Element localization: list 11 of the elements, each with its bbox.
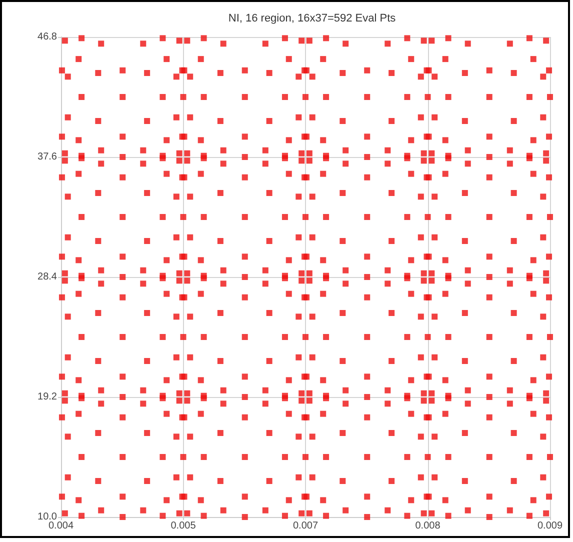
y-tick-label: 37.6 xyxy=(38,152,58,162)
x-tick-label: 0.009 xyxy=(537,520,563,532)
x-tick-label: 0.007 xyxy=(292,520,318,532)
y-tick-label: 28.4 xyxy=(38,272,58,282)
x-tick-label: 0.005 xyxy=(170,520,196,532)
x-tick-label: 0.004 xyxy=(48,520,74,532)
x-tick-label: 0.008 xyxy=(415,520,441,532)
y-tick-label: 10.0 xyxy=(38,512,58,522)
y-tick-label: 19.2 xyxy=(38,392,58,402)
y-tick-label: 46.8 xyxy=(38,32,58,42)
chart-title: NI, 16 region, 16x37=592 Eval Pts xyxy=(228,12,396,24)
